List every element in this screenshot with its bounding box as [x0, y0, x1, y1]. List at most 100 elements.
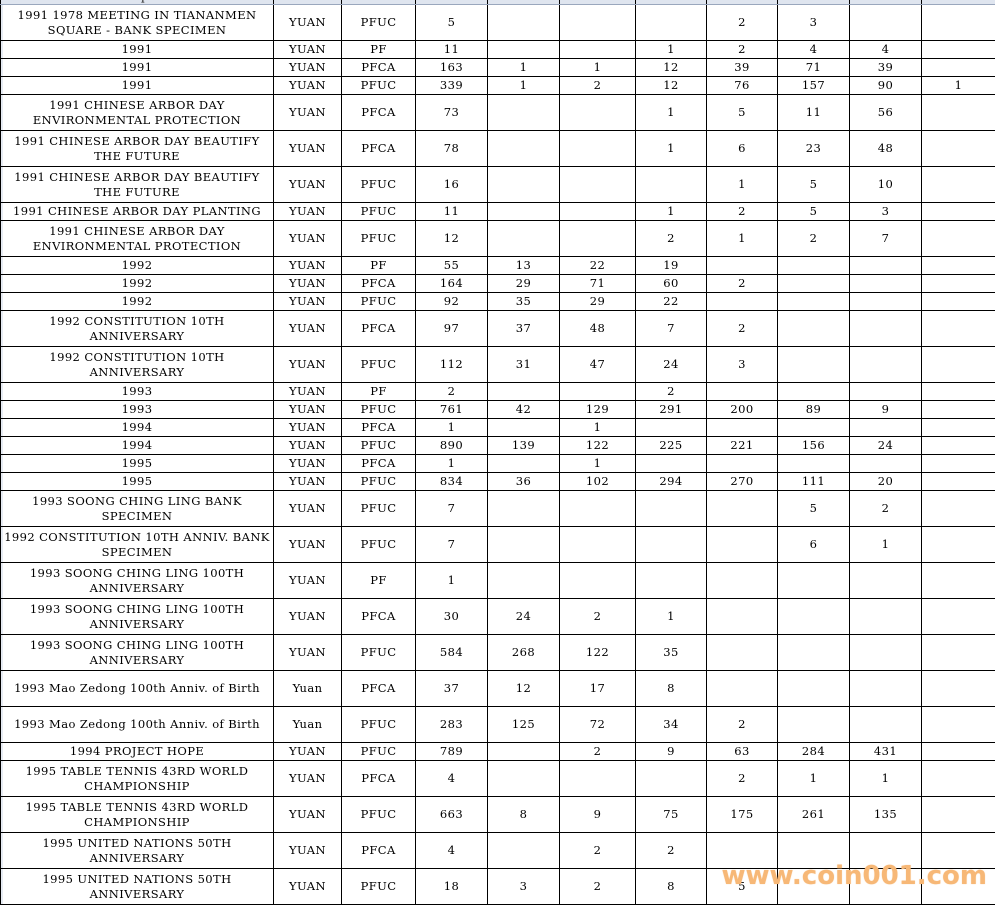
column-header-c70[interactable]: 70 — [921, 0, 995, 5]
cell-c64 — [487, 454, 560, 473]
table-row[interactable]: 1991 CHINESE ARBOR DAY BEAUTIFY THE FUTU… — [0, 130, 995, 167]
cell-c70 — [921, 760, 995, 797]
table-row[interactable]: 1992 CONSTITUTION 10TH ANNIVERSARY YUAN PF… — [0, 346, 995, 383]
cell-total: 55 — [415, 256, 488, 275]
cell-c69 — [849, 418, 922, 437]
cell-description: 1994 — [0, 418, 274, 437]
table-row[interactable]: 1993 SOONG CHING LING BANK SPECIMEN YUAN P… — [0, 490, 995, 527]
cell-description: 1992 — [0, 274, 274, 293]
cell-c66: 2 — [635, 220, 707, 257]
cell-c65 — [559, 220, 636, 257]
cell-c68: 89 — [777, 400, 850, 419]
column-header-label: 69 — [851, 0, 921, 4]
cell-c64 — [487, 742, 560, 761]
cell-c69 — [849, 4, 922, 41]
table-row[interactable]: 1995 UNITED NATIONS 50TH ANNIVERSARY YUAN… — [0, 832, 995, 869]
column-header-grade[interactable]: Grade — [341, 0, 416, 5]
table-row[interactable]: 1991 CHINESE ARBOR DAY BEAUTIFY THE FUTU… — [0, 166, 995, 203]
cell-c69: 24 — [849, 436, 922, 455]
table-row[interactable]: 1991 YUAN PFCA 163 1 1 12 39 71 39 — [0, 58, 995, 77]
cell-c70 — [921, 796, 995, 833]
cell-c68 — [777, 346, 850, 383]
column-header-c66[interactable]: 66 — [635, 0, 707, 5]
cell-c67 — [706, 634, 778, 671]
cell-grade: PFUC — [341, 76, 416, 95]
cell-c68 — [777, 832, 850, 869]
column-header-label: 66 — [637, 0, 706, 4]
table-row[interactable]: 1993 SOONG CHING LING 100TH ANNIVERSARY Y… — [0, 598, 995, 635]
cell-c66: 24 — [635, 346, 707, 383]
column-header-c64[interactable]: 64 — [487, 0, 560, 5]
cell-grade: PFCA — [341, 310, 416, 347]
table-row[interactable]: 1994 PROJECT HOPE YUAN PFUC 789 2 9 63 284 431 — [0, 742, 995, 761]
table-row[interactable]: 1994 YUAN PFCA 1 1 — [0, 418, 995, 437]
column-header-c67[interactable]: 67 — [706, 0, 778, 5]
cell-c66: 22 — [635, 292, 707, 311]
column-header-total[interactable]: Total — [415, 0, 488, 5]
column-header-c68[interactable]: 68 — [777, 0, 850, 5]
cell-c69: 20 — [849, 472, 922, 491]
cell-c66 — [635, 4, 707, 41]
table-row[interactable]: 1995 TABLE TENNIS 43RD WORLD CHAMPIONSHI… — [0, 796, 995, 833]
cell-description: 1991 CHINESE ARBOR DAY ENVIRONMENTAL PRO… — [0, 94, 274, 131]
column-header-description[interactable]: Description — [0, 0, 274, 5]
cell-total: 16 — [415, 166, 488, 203]
cell-denom: YUAN — [273, 400, 342, 419]
cell-c70 — [921, 256, 995, 275]
cell-denom: Yuan — [273, 670, 342, 707]
cell-grade: PFCA — [341, 670, 416, 707]
table-header-row: DescriptionDenomGradeTotal64656667686970 — [0, 0, 995, 5]
table-row[interactable]: 1993 YUAN PF 2 2 — [0, 382, 995, 401]
table-row[interactable]: 1992 YUAN PFUC 92 35 29 22 — [0, 292, 995, 311]
cell-c69: 90 — [849, 76, 922, 95]
table-row[interactable]: 1992 CONSTITUTION 10TH ANNIVERSARY YUAN PF… — [0, 310, 995, 347]
cell-c64 — [487, 832, 560, 869]
table-row[interactable]: 1991 CHINESE ARBOR DAY ENVIRONMENTAL PRO… — [0, 220, 995, 257]
cell-c70 — [921, 472, 995, 491]
cell-total: 4 — [415, 760, 488, 797]
table-row[interactable]: 1993 YUAN PFUC 761 42 129 291 200 89 9 — [0, 400, 995, 419]
cell-c70 — [921, 418, 995, 437]
cell-grade: PF — [341, 256, 416, 275]
cell-c67: 2 — [706, 760, 778, 797]
cell-c68: 5 — [777, 166, 850, 203]
cell-c68: 23 — [777, 130, 850, 167]
table-row[interactable]: 1995 UNITED NATIONS 50TH ANNIVERSARY YUAN… — [0, 868, 995, 905]
cell-c66: 225 — [635, 436, 707, 455]
table-row[interactable]: 1995 TABLE TENNIS 43RD WORLD CHAMPIONSHI… — [0, 760, 995, 797]
cell-c69 — [849, 832, 922, 869]
table-row[interactable]: 1993 Mao Zedong 100th Anniv. of Birth Yua… — [0, 670, 995, 707]
table-row[interactable]: 1992 CONSTITUTION 10TH ANNIV. BANK SPECI… — [0, 526, 995, 563]
table-row[interactable]: 1993 SOONG CHING LING 100TH ANNIVERSARY Y… — [0, 562, 995, 599]
cell-c66: 1 — [635, 130, 707, 167]
table-row[interactable]: 1991 YUAN PFUC 339 1 2 12 76 157 90 1 — [0, 76, 995, 95]
column-header-label: 68 — [779, 0, 849, 4]
table-row[interactable]: 1994 YUAN PFUC 890 139 122 225 221 156 24 — [0, 436, 995, 455]
column-header-c69[interactable]: 69 — [849, 0, 922, 5]
cell-c64: 29 — [487, 274, 560, 293]
column-header-denom[interactable]: Denom — [273, 0, 342, 5]
cell-c68: 5 — [777, 490, 850, 527]
cell-c67 — [706, 832, 778, 869]
table-row[interactable]: 1995 YUAN PFUC 834 36 102 294 270 111 20 — [0, 472, 995, 491]
cell-c65: 1 — [559, 454, 636, 473]
column-header-c65[interactable]: 65 — [559, 0, 636, 5]
table-row[interactable]: 1993 Mao Zedong 100th Anniv. of Birth Yua… — [0, 706, 995, 743]
table-row[interactable]: 1991 1978 MEETING IN TIANANMEN SQUARE - … — [0, 4, 995, 41]
cell-c66: 291 — [635, 400, 707, 419]
table-row[interactable]: 1992 YUAN PFCA 164 29 71 60 2 — [0, 274, 995, 293]
cell-c65: 102 — [559, 472, 636, 491]
table-row[interactable]: 1991 CHINESE ARBOR DAY ENVIRONMENTAL PRO… — [0, 94, 995, 131]
table-row[interactable]: 1995 YUAN PFCA 1 1 — [0, 454, 995, 473]
cell-c66 — [635, 526, 707, 563]
table-row[interactable]: 1993 SOONG CHING LING 100TH ANNIVERSARY Y… — [0, 634, 995, 671]
cell-description: 1993 SOONG CHING LING 100TH ANNIVERSARY — [0, 634, 274, 671]
cell-description: 1991 CHINESE ARBOR DAY BEAUTIFY THE FUTU… — [0, 130, 274, 167]
cell-c65: 2 — [559, 598, 636, 635]
cell-c65 — [559, 40, 636, 59]
table-row[interactable]: 1991 YUAN PF 11 1 2 4 4 — [0, 40, 995, 59]
cell-c65 — [559, 490, 636, 527]
table-row[interactable]: 1992 YUAN PF 55 13 22 19 — [0, 256, 995, 275]
table-row[interactable]: 1991 CHINESE ARBOR DAY PLANTING YUAN PFUC 1… — [0, 202, 995, 221]
cell-description: 1993 Mao Zedong 100th Anniv. of Birth — [0, 670, 274, 707]
